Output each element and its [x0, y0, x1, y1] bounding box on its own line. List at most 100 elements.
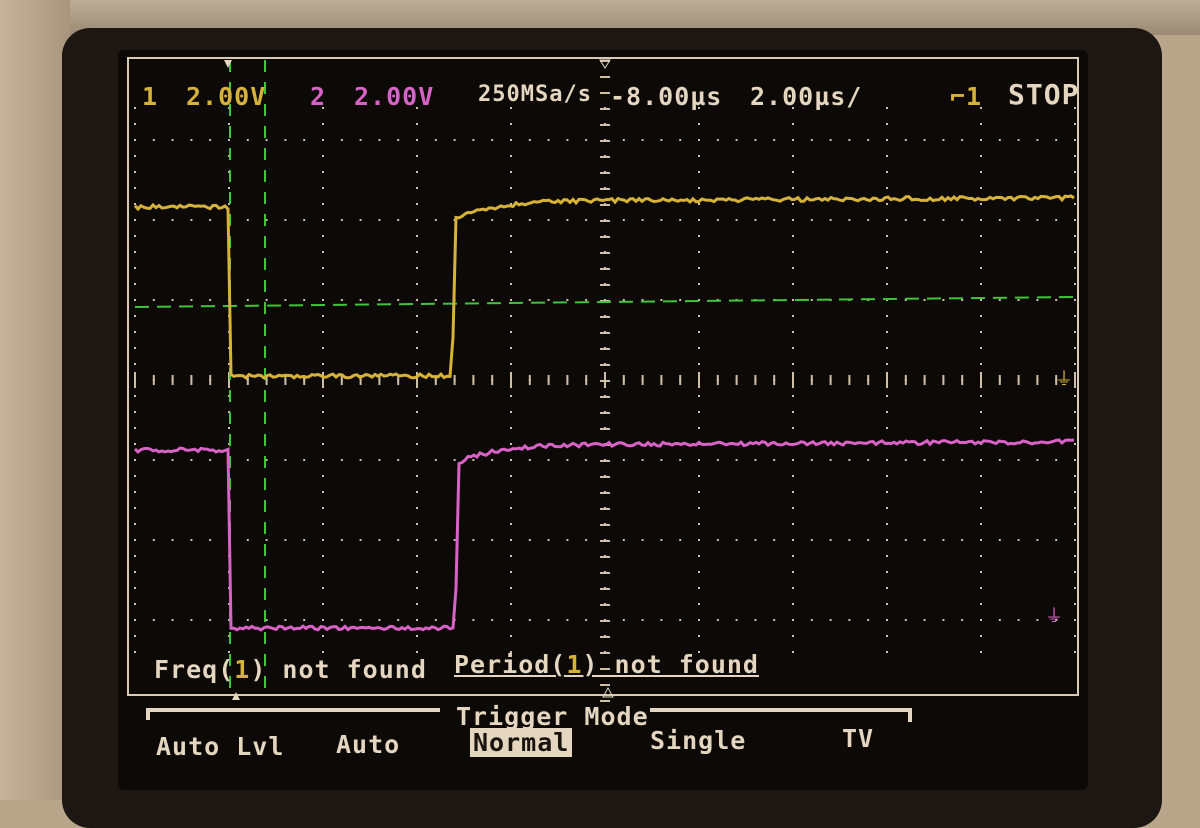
graticule-dot — [792, 603, 794, 605]
graticule-dot — [491, 139, 493, 141]
graticule-dot — [980, 363, 982, 365]
graticule-dot — [529, 139, 531, 141]
graticule-dot — [510, 283, 512, 285]
graticule-dot — [266, 299, 268, 301]
graticule-dot — [942, 539, 944, 541]
period-channel: 1 — [566, 650, 582, 679]
graticule-dot — [792, 507, 794, 509]
graticule-dot — [360, 539, 362, 541]
graticule-dot — [322, 283, 324, 285]
graticule-dot — [322, 587, 324, 589]
graticule-dot — [322, 267, 324, 269]
softkey-auto[interactable]: Auto — [336, 730, 400, 759]
graticule-dot — [1055, 299, 1057, 301]
graticule-dot — [209, 539, 211, 541]
graticule-tick — [600, 396, 610, 398]
graticule-dot — [378, 619, 380, 621]
graticule-dot — [792, 219, 794, 221]
graticule-dot — [961, 219, 963, 221]
graticule-dot — [886, 491, 888, 493]
graticule-dot — [980, 459, 982, 461]
graticule-dot — [679, 299, 681, 301]
graticule-dot — [416, 315, 418, 317]
run-state: STOP — [1008, 78, 1079, 111]
graticule-dot — [980, 603, 982, 605]
graticule-dot — [548, 459, 550, 461]
graticule-dot — [1055, 219, 1057, 221]
graticule-tick — [1036, 375, 1038, 385]
graticule-dot — [698, 363, 700, 365]
graticule-dot — [698, 411, 700, 413]
softkey-tv[interactable]: TV — [842, 724, 874, 753]
graticule-dot — [924, 619, 926, 621]
graticule-dot — [322, 539, 324, 541]
graticule-dot — [322, 219, 324, 221]
graticule-dot — [1018, 459, 1020, 461]
graticule-dot — [284, 219, 286, 221]
graticule-tick — [600, 364, 610, 366]
channel-2-scale[interactable]: 2.00V — [354, 82, 434, 111]
graticule-dot — [792, 427, 794, 429]
graticule-dot — [566, 299, 568, 301]
graticule-dot — [698, 251, 700, 253]
graticule-dot — [811, 619, 813, 621]
graticule-dot — [529, 619, 531, 621]
softkey-auto-level[interactable]: Auto Lvl — [156, 732, 284, 761]
graticule-dot — [566, 459, 568, 461]
graticule-dot — [980, 411, 982, 413]
graticule-dot — [566, 139, 568, 141]
ch2-ground-marker-icon: ⏚ — [1045, 606, 1063, 627]
graticule-dot — [153, 459, 155, 461]
channel-2-waveform — [135, 440, 1074, 630]
graticule-dot — [1074, 299, 1076, 301]
graticule-dot — [1074, 347, 1076, 349]
graticule-dot — [980, 587, 982, 589]
graticule-dot — [679, 139, 681, 141]
graticule-dot — [416, 155, 418, 157]
graticule-dot — [322, 475, 324, 477]
graticule-dot — [566, 219, 568, 221]
graticule-dot — [1036, 299, 1038, 301]
channel-1-scale[interactable]: 2.00V — [186, 82, 266, 111]
graticule-dot — [472, 219, 474, 221]
graticule-dot — [905, 619, 907, 621]
graticule-dot — [510, 603, 512, 605]
graticule-tick — [600, 284, 610, 286]
graticule-dot — [284, 539, 286, 541]
graticule-dot — [736, 139, 738, 141]
graticule-dot — [397, 539, 399, 541]
graticule-dot — [134, 219, 136, 221]
graticule-dot — [698, 539, 700, 541]
time-delay[interactable]: -8.00µs — [610, 82, 722, 111]
graticule-dot — [247, 299, 249, 301]
graticule-dot — [1055, 539, 1057, 541]
softkey-normal[interactable]: Normal — [470, 728, 572, 757]
graticule-tick — [600, 188, 610, 190]
graticule-dot — [510, 443, 512, 445]
graticule-dot — [792, 395, 794, 397]
time-scale[interactable]: 2.00µs/ — [750, 82, 862, 111]
softkey-single[interactable]: Single — [650, 726, 746, 755]
graticule-tick — [830, 375, 832, 385]
graticule-dot — [266, 539, 268, 541]
graticule-dot — [228, 187, 230, 189]
graticule-dot — [134, 411, 136, 413]
graticule-dot — [454, 459, 456, 461]
graticule-dot — [228, 123, 230, 125]
graticule-dot — [980, 523, 982, 525]
graticule-dot — [736, 459, 738, 461]
graticule-dot — [303, 139, 305, 141]
graticule-dot — [228, 651, 230, 653]
graticule-dot — [153, 299, 155, 301]
graticule-dot — [454, 139, 456, 141]
graticule-dot — [1074, 331, 1076, 333]
graticule-dot — [698, 555, 700, 557]
graticule-tick — [600, 140, 610, 142]
channel-1-indicator[interactable]: 1 — [142, 82, 158, 111]
channel-2-indicator[interactable]: 2 — [310, 82, 326, 111]
graticule-dot — [698, 491, 700, 493]
graticule-tick — [190, 375, 192, 385]
graticule-dot — [1074, 363, 1076, 365]
graticule-dot — [172, 139, 174, 141]
graticule-dot — [830, 539, 832, 541]
